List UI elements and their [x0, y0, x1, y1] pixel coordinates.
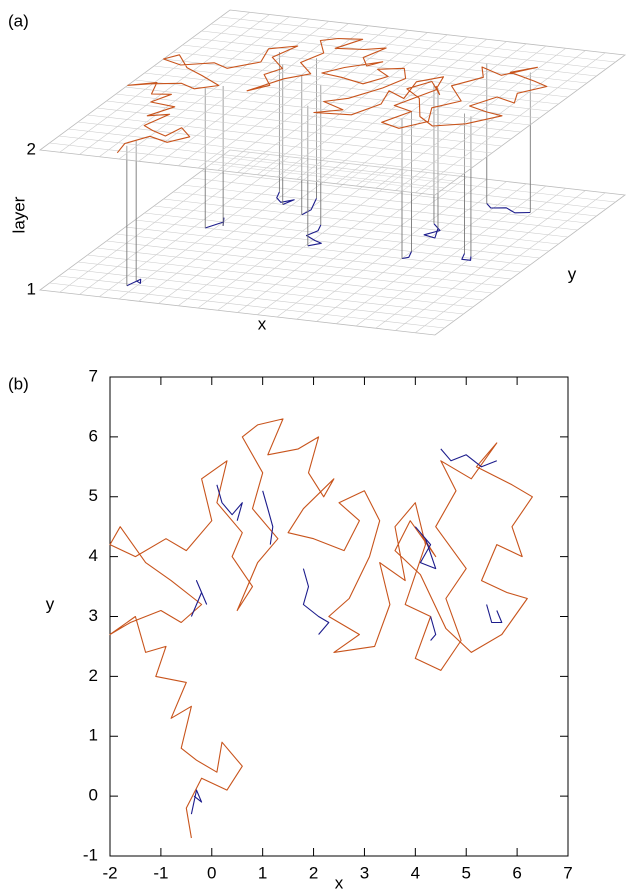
x-tick-label: 2 [309, 863, 318, 882]
panel-label: (a) [8, 11, 29, 30]
y-tick-label: 0 [89, 786, 98, 805]
walk [190, 789, 203, 815]
plane-grid [355, 185, 547, 327]
y-tick-label: -1 [83, 845, 98, 864]
x-tick-label: 1 [258, 863, 267, 882]
plane-grid [210, 23, 607, 70]
plane-grid [144, 212, 540, 259]
walk-3d [301, 198, 317, 216]
z-axis-label: layer [9, 196, 28, 233]
y-axis-label: y [46, 594, 55, 613]
x-axis-label: x [258, 314, 267, 333]
plane-grid [336, 183, 527, 324]
plane-grid [163, 198, 559, 245]
plane-grid [182, 184, 578, 231]
x-tick-label: 7 [563, 863, 572, 882]
walk [190, 580, 208, 617]
panel-label: (b) [8, 374, 29, 393]
walk-3d [305, 224, 322, 247]
plane-grid [191, 37, 588, 84]
walk-3d [423, 223, 441, 239]
y-tick-label: 7 [89, 366, 98, 385]
plane-grid [134, 219, 531, 266]
plane-grid [415, 192, 606, 333]
plane-grid [163, 58, 559, 105]
y-axis-label: y [568, 264, 577, 283]
walk-3d [461, 253, 472, 261]
plane-grid [172, 191, 569, 238]
plane-grid [257, 34, 448, 175]
plane-grid [415, 52, 606, 193]
plane-grid [220, 16, 616, 63]
plane-grid [172, 51, 569, 98]
z-tick-label: 2 [27, 139, 36, 158]
plane-grid [355, 45, 547, 187]
walk [440, 448, 498, 468]
x-tick-label: 6 [512, 863, 521, 882]
walk [262, 490, 274, 545]
plane-grid [296, 179, 487, 320]
x-tick-label: -2 [102, 863, 117, 882]
walk [486, 604, 503, 624]
plane-grid [182, 44, 578, 91]
y-tick-label: 2 [89, 666, 98, 685]
x-tick-label: 4 [411, 863, 420, 882]
plane-grid [191, 177, 588, 224]
x-tick-label: -1 [153, 863, 168, 882]
plane-grid [336, 43, 527, 184]
walk-3d [486, 203, 531, 214]
x-axis-label: x [335, 873, 344, 892]
y-tick-label: 1 [89, 726, 98, 745]
plane-grid [296, 39, 487, 180]
walk-3d [126, 278, 142, 287]
walk-3d [276, 191, 295, 206]
walk [414, 526, 437, 570]
walk [302, 568, 330, 635]
x-tick-label: 3 [360, 863, 369, 882]
plane-grid [395, 190, 586, 331]
walk [216, 484, 243, 521]
plane-grid [153, 205, 550, 252]
plane-grid [395, 50, 586, 191]
y-tick-label: 6 [89, 426, 98, 445]
y-tick-label: 3 [89, 606, 98, 625]
plane-grid [276, 176, 468, 318]
walk-3d [401, 251, 412, 260]
y-tick-label: 4 [89, 546, 98, 565]
y-tick-label: 5 [89, 486, 98, 505]
walk-3d [116, 37, 548, 154]
plane-grid [220, 156, 616, 203]
walk [109, 418, 533, 839]
z-tick-label: 1 [27, 279, 36, 298]
plane-grid [375, 48, 566, 189]
plane-grid [210, 163, 607, 210]
plane-grid [153, 65, 550, 112]
plane-grid [257, 174, 448, 315]
x-tick-label: 0 [207, 863, 216, 882]
walk [430, 616, 437, 641]
x-tick-label: 5 [461, 863, 470, 882]
